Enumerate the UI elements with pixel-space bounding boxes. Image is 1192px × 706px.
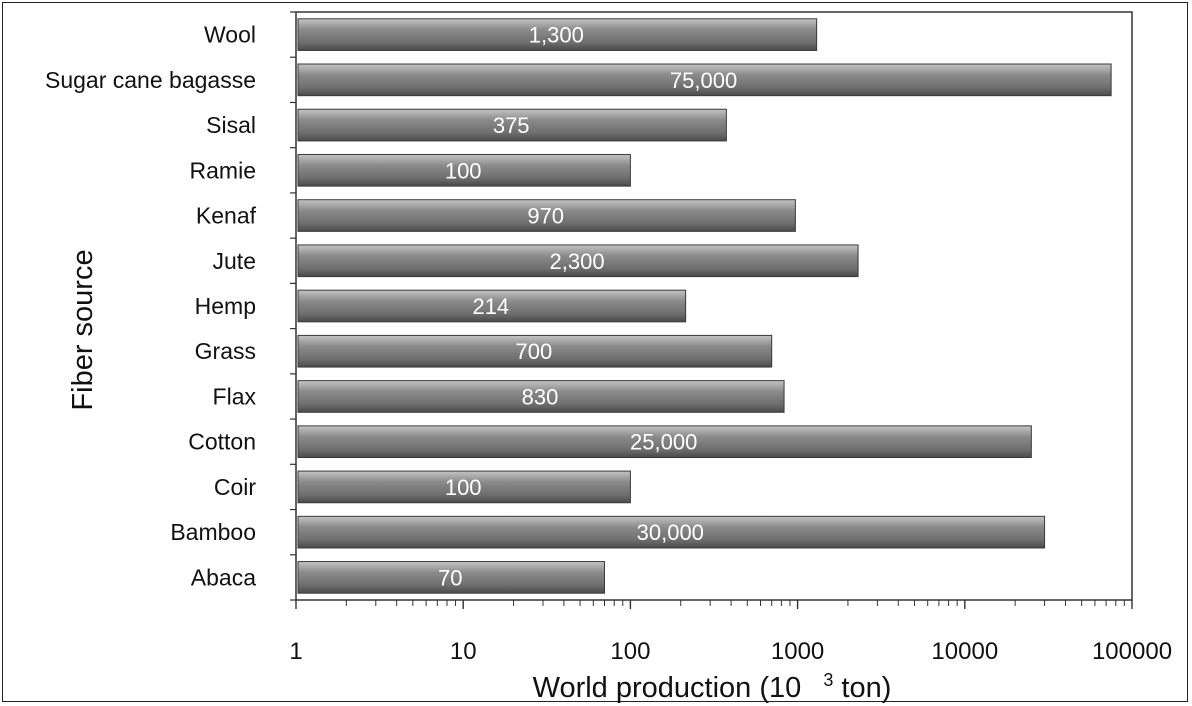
x-tick-label: 100 bbox=[610, 638, 650, 665]
bar bbox=[297, 153, 631, 187]
x-axis-ticks: 1 10 100 1000 10000 100000 bbox=[289, 600, 1172, 665]
data-label: 214 bbox=[472, 294, 509, 319]
category-label: Sisal bbox=[206, 112, 256, 138]
category-label: Ramie bbox=[190, 157, 256, 183]
category-label: Sugar cane bagasse bbox=[45, 67, 256, 93]
x-axis-title-superscript: 3 bbox=[823, 670, 833, 690]
category-label: Hemp bbox=[195, 293, 256, 319]
x-axis-title: World production (10 3 ton) bbox=[533, 661, 892, 704]
category-label: Bamboo bbox=[170, 519, 256, 545]
data-label: 2,300 bbox=[550, 249, 605, 274]
plot-area bbox=[290, 11, 1133, 601]
y-axis-title: Fiber source bbox=[67, 249, 99, 410]
data-label: 700 bbox=[515, 339, 552, 364]
x-axis-title-main: World production (10 bbox=[533, 672, 802, 704]
category-label: Grass bbox=[195, 338, 256, 364]
bar bbox=[297, 561, 606, 594]
data-label: 75,000 bbox=[670, 68, 737, 93]
bar bbox=[297, 334, 773, 368]
data-label: 830 bbox=[522, 384, 559, 409]
x-tick-label: 1 bbox=[289, 638, 302, 665]
data-label: 100 bbox=[445, 158, 482, 183]
data-label: 375 bbox=[493, 113, 530, 138]
x-tick-label: 10000 bbox=[931, 638, 998, 665]
category-label: Cotton bbox=[188, 429, 256, 455]
data-label: 100 bbox=[445, 475, 482, 500]
bar bbox=[297, 289, 687, 323]
data-label: 970 bbox=[527, 204, 564, 229]
category-label: Coir bbox=[214, 474, 257, 500]
x-tick-label: 10 bbox=[450, 638, 477, 665]
data-label: 30,000 bbox=[637, 520, 704, 545]
category-label: Jute bbox=[213, 248, 256, 274]
category-label: Flax bbox=[213, 383, 257, 409]
category-label: Abaca bbox=[191, 564, 256, 590]
category-label: Wool bbox=[204, 22, 256, 48]
bar bbox=[297, 244, 859, 278]
plot-border bbox=[295, 11, 1133, 601]
bar bbox=[297, 515, 1046, 549]
bar bbox=[297, 380, 785, 413]
x-tick-label: 1000 bbox=[771, 638, 824, 665]
category-labels: Wool Sugar cane bagasse Sisal Ramie Kenaf Jut… bbox=[45, 22, 257, 591]
data-label: 70 bbox=[438, 565, 462, 590]
data-label: 25,000 bbox=[630, 430, 697, 455]
bar bbox=[297, 108, 727, 142]
bar bbox=[297, 199, 796, 232]
x-axis-title-suffix: ton) bbox=[841, 672, 891, 704]
data-label: 1,300 bbox=[529, 23, 584, 48]
bar bbox=[297, 425, 1032, 459]
x-tick-label: 100000 bbox=[1092, 638, 1172, 665]
bar bbox=[297, 470, 631, 504]
bar bbox=[297, 18, 818, 51]
category-label: Kenaf bbox=[196, 203, 257, 229]
bar bbox=[297, 63, 1112, 97]
